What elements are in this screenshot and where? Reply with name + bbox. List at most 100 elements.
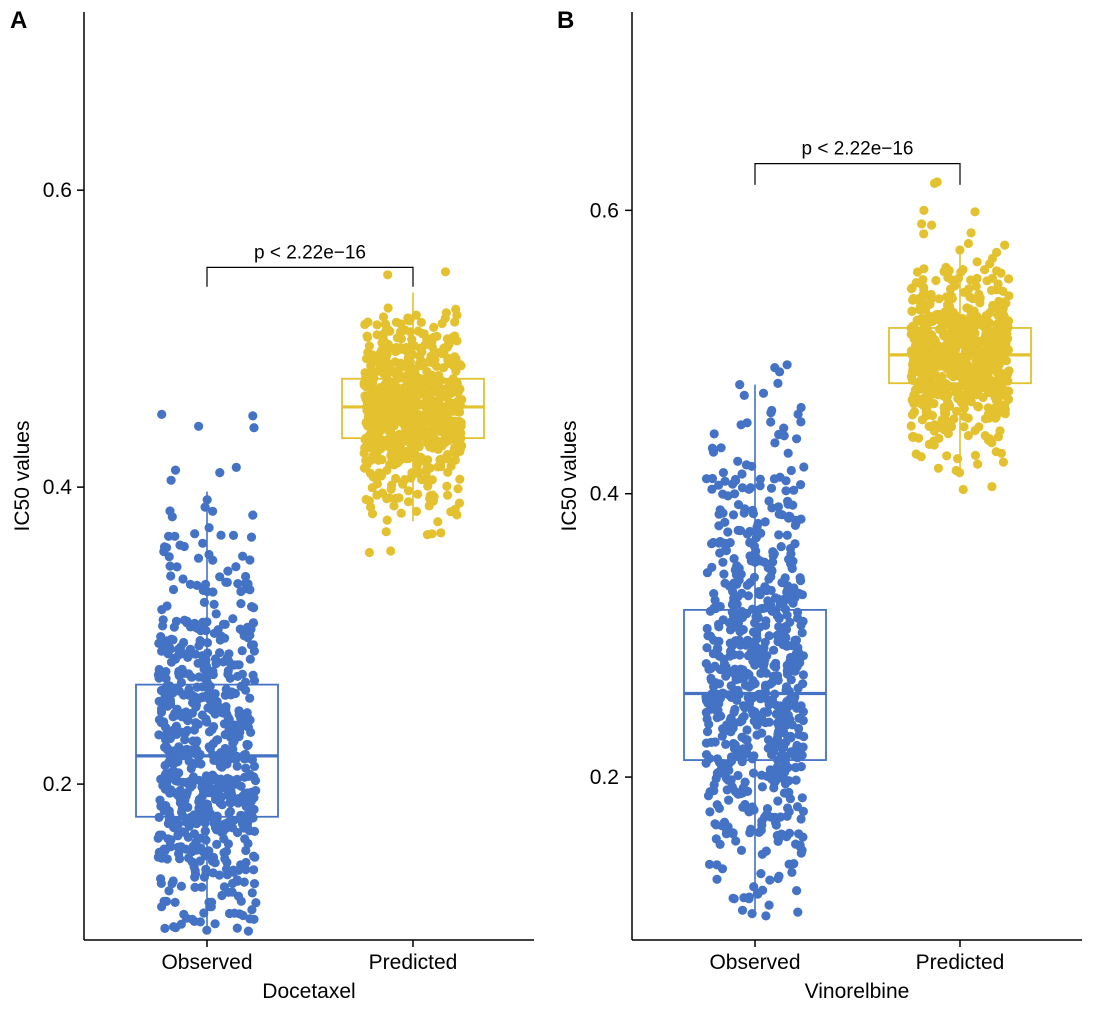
data-point [769, 770, 779, 780]
data-point [171, 721, 181, 731]
data-point [363, 317, 373, 327]
data-point [178, 574, 188, 584]
data-point [714, 509, 724, 519]
data-point [166, 657, 177, 667]
data-point [985, 259, 995, 269]
data-point [773, 717, 783, 727]
data-point [735, 380, 745, 390]
data-point [227, 887, 237, 897]
data-point [179, 637, 189, 648]
data-point [796, 514, 806, 524]
data-point [714, 480, 724, 490]
data-point [956, 267, 966, 277]
data-point [770, 438, 780, 448]
data-point [799, 731, 809, 742]
data-point [207, 705, 217, 715]
data-point [190, 618, 200, 629]
data-point [169, 622, 179, 632]
data-point [212, 839, 222, 850]
data-point [204, 727, 215, 737]
data-point [730, 704, 740, 715]
data-point [452, 406, 462, 417]
data-point [372, 320, 382, 330]
data-point [959, 422, 969, 432]
data-point [188, 772, 198, 782]
data-point [764, 900, 774, 910]
data-point [396, 334, 406, 344]
data-point [757, 849, 767, 859]
data-point [249, 676, 260, 686]
data-point [190, 882, 200, 893]
data-point [761, 911, 771, 921]
data-point [917, 317, 927, 327]
data-point [993, 393, 1003, 403]
data-point [701, 695, 712, 706]
data-point [728, 721, 738, 731]
data-point [756, 528, 766, 538]
data-point [158, 615, 168, 625]
data-point [391, 317, 401, 327]
data-point [212, 697, 222, 707]
panel-label: B [557, 7, 574, 34]
data-point [779, 423, 789, 433]
data-point [429, 322, 439, 332]
data-point [996, 299, 1006, 309]
data-point [766, 417, 776, 427]
data-point [763, 735, 774, 745]
data-point [786, 465, 796, 476]
data-point [381, 527, 391, 537]
data-point [932, 389, 942, 399]
data-point [168, 584, 179, 595]
data-point [202, 925, 212, 935]
data-point [201, 655, 211, 665]
data-point [789, 859, 799, 869]
data-point [733, 750, 743, 760]
data-point [931, 275, 941, 286]
data-point [433, 420, 443, 430]
data-point [758, 388, 769, 398]
data-point [707, 473, 718, 484]
data-point [435, 391, 445, 402]
data-point [180, 713, 190, 723]
data-point [946, 291, 957, 301]
data-point [953, 317, 964, 327]
data-point [763, 596, 773, 606]
data-point [170, 758, 180, 768]
data-point [706, 663, 716, 674]
data-point [724, 765, 734, 776]
data-point [425, 494, 435, 504]
data-point [749, 751, 759, 761]
data-point [751, 716, 761, 726]
data-point [403, 313, 413, 323]
axes [631, 12, 1082, 941]
data-point [236, 860, 246, 870]
data-point [721, 829, 732, 839]
data-point [220, 743, 230, 754]
data-point [248, 510, 258, 520]
data-point [933, 463, 944, 473]
data-point [221, 708, 231, 719]
data-point [225, 673, 235, 683]
data-point [755, 481, 765, 491]
data-point [217, 890, 227, 901]
data-point [934, 294, 944, 304]
data-point [785, 794, 796, 804]
data-point [980, 265, 990, 275]
data-point [966, 275, 976, 285]
data-point [164, 886, 174, 896]
data-point [383, 303, 393, 313]
data-point [246, 727, 256, 738]
data-point [159, 546, 169, 557]
data-point [181, 913, 192, 923]
data-point [747, 461, 757, 471]
data-point [243, 926, 253, 936]
data-point [734, 635, 744, 645]
data-point [197, 882, 207, 892]
data-point [416, 317, 426, 327]
data-point [982, 276, 992, 286]
y-ticks: 0.2 0.4 0.6 [43, 179, 84, 796]
data-point [988, 300, 998, 311]
data-point [723, 491, 733, 501]
data-point [453, 484, 463, 494]
data-point [247, 905, 257, 915]
